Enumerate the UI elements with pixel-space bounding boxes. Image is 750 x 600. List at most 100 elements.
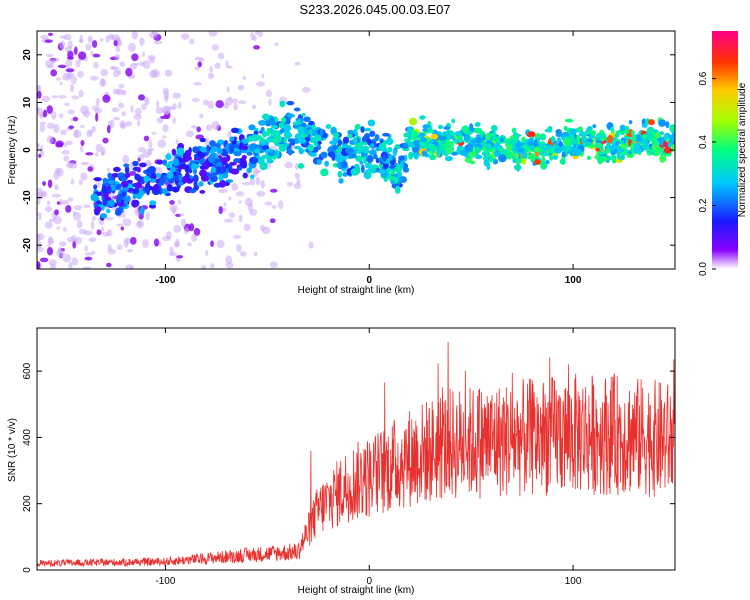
x-tick-label: -100 <box>155 275 175 286</box>
spectral-noise-blob <box>46 135 54 144</box>
spectral-ridge-blob <box>241 138 250 144</box>
spectral-ridge-blob <box>458 134 463 143</box>
spectral-ridge-blob <box>563 125 568 131</box>
spectral-ridge-blob <box>287 148 293 156</box>
spectral-noise-blob <box>251 104 257 109</box>
spectral-noise-blob <box>242 182 251 186</box>
spectral-ridge-blob <box>428 150 433 155</box>
spectral-noise-blob <box>70 235 77 242</box>
spectral-noise-blob <box>68 125 75 130</box>
spectral-ridge-blob <box>279 100 286 108</box>
spectral-noise-blob <box>90 220 95 230</box>
spectral-ridge-blob <box>595 142 603 148</box>
spectral-noise-blob <box>56 226 61 230</box>
spectral-noise-blob <box>269 218 276 224</box>
spectral-ridge-blob <box>534 159 542 165</box>
spectral-ridge-blob <box>353 128 358 135</box>
spectral-noise-blob <box>110 65 116 70</box>
spectral-noise-blob <box>207 100 214 109</box>
spectral-ridge-blob <box>199 137 206 143</box>
spectral-noise-blob <box>214 62 221 69</box>
spectral-ridge-blob <box>403 132 409 138</box>
spectral-noise-blob <box>72 116 79 122</box>
spectral-ridge-blob <box>633 146 642 154</box>
spectral-noise-blob <box>76 220 83 229</box>
spectral-noise-blob <box>40 191 48 198</box>
spectral-ridge-blob <box>413 139 422 148</box>
spectral-noise-blob <box>51 95 59 99</box>
spectral-ridge-blob <box>185 178 193 184</box>
spectrogram-marks <box>37 31 675 269</box>
spectral-noise-blob <box>78 39 84 43</box>
spectral-ridge-blob <box>138 162 147 168</box>
spectral-noise-blob <box>106 125 111 134</box>
spectral-noise-blob <box>227 130 232 139</box>
spectral-noise-blob <box>78 179 83 185</box>
spectral-noise-blob <box>38 153 42 158</box>
spectral-ridge-blob <box>90 193 99 202</box>
colorbar-tick-label: 0.2 <box>698 198 709 212</box>
spectral-ridge-blob <box>209 140 216 147</box>
colorbar-ticks: 0.0 0.2 0.4 0.6 <box>698 71 716 276</box>
spectral-noise-blob <box>231 98 238 104</box>
spectral-noise-blob <box>82 266 92 269</box>
spectral-ridge-blob <box>171 186 180 193</box>
spectral-noise-blob <box>67 197 74 202</box>
spectral-ridge-blob <box>231 144 241 148</box>
spectral-ridge-blob <box>230 168 240 175</box>
snr-ticks: -100 0 100 0 200 400 600 <box>22 328 675 587</box>
spectral-ridge-blob <box>189 160 196 164</box>
spectral-ridge-blob <box>372 154 378 160</box>
spectral-ridge-blob <box>419 115 426 120</box>
spectral-ridge-blob <box>403 138 411 143</box>
spectral-noise-blob <box>137 119 141 127</box>
snr-marks <box>37 341 675 568</box>
spectral-noise-blob <box>218 206 223 215</box>
spectral-ridge-blob <box>597 156 604 165</box>
spectral-noise-blob <box>44 39 53 43</box>
spectral-noise-blob <box>59 129 67 136</box>
spectral-ridge-blob <box>390 179 395 185</box>
colorbar-label: Normalized spectral amplitude <box>737 82 748 217</box>
spectral-ridge-blob <box>459 149 469 156</box>
spectral-noise-blob <box>211 44 220 51</box>
spectral-ridge-blob <box>541 155 546 164</box>
spectral-ridge-blob <box>382 140 387 149</box>
spectral-ridge-blob <box>269 120 275 126</box>
spectral-ridge-blob <box>570 128 577 136</box>
spectral-ridge-blob <box>210 175 218 183</box>
spectral-noise-blob <box>172 116 176 125</box>
spectral-noise-blob <box>55 142 64 148</box>
spectral-noise-blob <box>209 65 213 73</box>
spectral-noise-blob <box>172 92 182 99</box>
spectral-ridge-blob <box>606 134 613 144</box>
spectral-noise-blob <box>125 67 133 77</box>
spectral-noise-blob <box>190 124 198 129</box>
spectral-ridge-blob <box>498 154 507 163</box>
spectral-noise-blob <box>269 188 278 193</box>
spectral-ridge-blob <box>350 168 359 176</box>
spectral-ridge-blob <box>360 164 365 174</box>
spectral-noise-blob <box>189 223 195 232</box>
spectral-ridge-blob <box>439 144 445 152</box>
spectral-noise-blob <box>294 172 300 180</box>
spectral-noise-blob <box>84 252 94 256</box>
spectral-noise-blob <box>133 114 142 120</box>
spectral-ridge-blob <box>286 100 295 106</box>
spectral-noise-blob <box>63 155 70 162</box>
spectral-ridge-blob <box>270 124 279 129</box>
y-tick-label: 0 <box>22 567 33 573</box>
spectral-ridge-blob <box>463 133 470 142</box>
spectral-ridge-blob <box>102 191 109 198</box>
spectral-noise-blob <box>175 138 179 145</box>
spectral-ridge-blob <box>124 165 130 174</box>
spectral-noise-blob <box>253 251 258 257</box>
colorbar-tick-label: 0.0 <box>698 262 709 276</box>
spectrogram-xlabel: Height of straight line (km) <box>298 285 415 296</box>
spectral-ridge-blob <box>436 148 440 157</box>
spectral-noise-blob <box>155 107 164 114</box>
spectral-ridge-blob <box>385 137 394 146</box>
spectral-noise-blob <box>59 81 63 86</box>
y-tick-label: 200 <box>22 495 33 512</box>
